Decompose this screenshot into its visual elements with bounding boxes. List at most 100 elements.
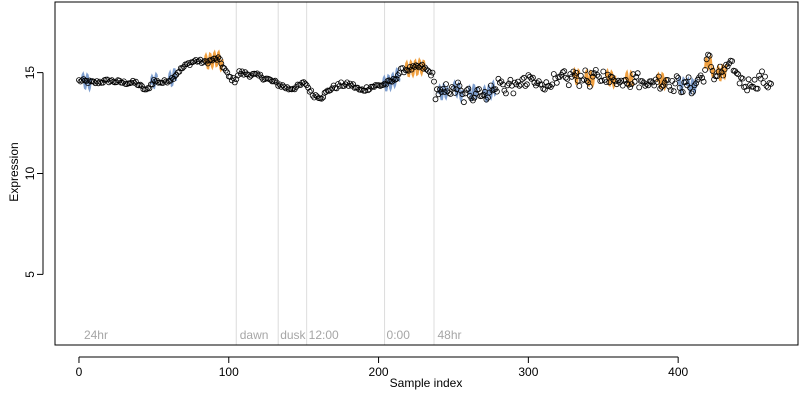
point-394	[666, 83, 673, 90]
point-297	[521, 74, 527, 81]
point-193	[365, 87, 372, 94]
point-368	[627, 84, 634, 90]
oscillation-segments	[80, 49, 728, 104]
point-237	[431, 78, 437, 85]
point-388	[657, 85, 664, 92]
point-2	[79, 77, 85, 84]
point-440	[735, 71, 741, 78]
point-380	[645, 82, 652, 89]
point-339	[583, 77, 590, 84]
point-205	[383, 81, 390, 88]
point-174	[336, 83, 343, 89]
vertical-markers	[235, 2, 435, 345]
annotation-5: 48hr	[437, 328, 461, 342]
x-tick-label-4: 400	[668, 365, 688, 379]
point-150	[300, 79, 307, 85]
point-430	[720, 72, 726, 79]
point-384	[651, 82, 658, 89]
point-439	[733, 70, 740, 76]
point-95	[218, 60, 225, 67]
point-77	[191, 58, 198, 64]
point-260	[465, 85, 472, 92]
oscillation-5	[404, 57, 427, 79]
point-285	[502, 90, 509, 97]
x-axis: 0 100 200 300 400	[76, 356, 688, 379]
point-269	[478, 93, 485, 99]
point-319	[553, 79, 560, 86]
point-253	[455, 79, 461, 86]
point-290	[510, 90, 517, 97]
point-456	[759, 68, 765, 75]
point-336	[579, 77, 586, 84]
point-249	[449, 84, 455, 90]
point-45	[143, 86, 150, 93]
oscillation-15	[677, 74, 686, 94]
oscillation-14	[656, 71, 668, 92]
point-362	[618, 77, 625, 84]
plot-frame	[54, 1, 799, 346]
x-tick-label-0: 0	[76, 365, 83, 379]
point-265	[472, 90, 479, 97]
point-417	[700, 78, 707, 85]
point-3	[80, 76, 87, 82]
point-41	[137, 81, 144, 88]
point-133	[275, 82, 282, 89]
point-99	[224, 69, 231, 76]
point-389	[658, 83, 665, 90]
point-459	[763, 83, 770, 89]
point-407	[685, 74, 692, 81]
point-159	[314, 93, 321, 100]
point-421	[706, 52, 713, 59]
point-352	[603, 79, 610, 85]
point-442	[738, 74, 744, 81]
point-462	[768, 80, 774, 87]
point-330	[570, 68, 577, 75]
point-128	[267, 77, 274, 83]
point-428	[717, 63, 723, 70]
point-154	[306, 88, 313, 95]
point-238	[432, 96, 439, 103]
point-177	[341, 83, 348, 89]
point-63	[170, 76, 177, 82]
point-50	[150, 77, 157, 83]
point-210	[390, 75, 397, 82]
y-tick-label-2: 15	[23, 66, 37, 80]
point-344	[591, 70, 598, 77]
point-109	[239, 68, 246, 75]
point-56	[159, 80, 166, 86]
annotation-3: 12:00	[309, 328, 339, 342]
data-points	[76, 51, 774, 106]
point-114	[246, 73, 253, 80]
point-323	[559, 69, 566, 76]
point-357	[610, 77, 617, 84]
point-446	[744, 87, 750, 94]
point-211	[392, 76, 398, 83]
point-61	[167, 77, 174, 84]
point-74	[186, 62, 193, 68]
point-178	[342, 81, 349, 88]
point-423	[709, 68, 716, 74]
point-333	[574, 77, 581, 84]
oscillation-3	[203, 49, 224, 73]
point-454	[756, 72, 762, 79]
point-156	[309, 92, 316, 99]
point-91	[212, 55, 219, 62]
point-398	[672, 80, 679, 87]
point-162	[318, 95, 325, 102]
y-tick-label-0: 5	[23, 271, 37, 278]
point-239	[434, 86, 440, 93]
x-tick-label-1: 100	[219, 365, 239, 379]
point-302	[528, 75, 535, 82]
annotation-2: dusk	[280, 328, 306, 342]
point-247	[446, 90, 452, 96]
point-241	[437, 86, 443, 93]
point-183	[350, 81, 357, 88]
point-372	[633, 73, 640, 80]
point-303	[530, 74, 536, 81]
point-425	[712, 73, 719, 80]
point-298	[522, 83, 529, 89]
point-131	[272, 77, 279, 84]
point-38	[132, 78, 139, 85]
point-371	[631, 78, 638, 85]
